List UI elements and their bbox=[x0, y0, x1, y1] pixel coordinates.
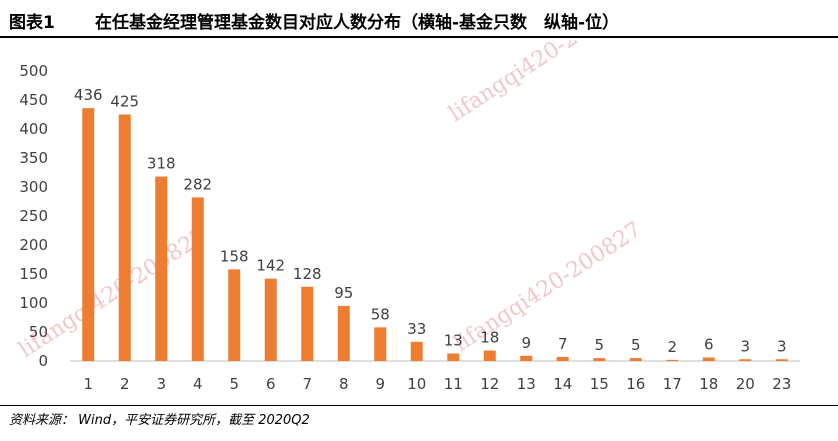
y-tick-label: 250 bbox=[19, 207, 48, 225]
x-tick-label: 3 bbox=[156, 375, 166, 393]
x-tick-label: 11 bbox=[444, 375, 463, 393]
bar bbox=[483, 350, 496, 361]
bar bbox=[739, 359, 752, 361]
y-tick-label: 350 bbox=[19, 149, 48, 167]
bar bbox=[82, 108, 95, 362]
bar bbox=[666, 359, 679, 361]
y-tick-label: 50 bbox=[29, 323, 48, 341]
x-tick-label: 5 bbox=[229, 375, 239, 393]
data-label: 9 bbox=[521, 334, 531, 352]
bar bbox=[374, 327, 387, 361]
y-tick-label: 400 bbox=[19, 120, 48, 138]
x-tick-label: 13 bbox=[517, 375, 536, 393]
bar bbox=[593, 358, 606, 361]
bar-chart: lifangqi420-200827lifangqi420-200827lifa… bbox=[15, 40, 800, 393]
data-label: 33 bbox=[407, 320, 426, 338]
bar bbox=[228, 269, 241, 361]
x-axis: 1 2 3 4 5 6 7 8 9 10 11 12 13 14 15 16 17 18 20 23 bbox=[70, 360, 800, 393]
data-label: 425 bbox=[110, 93, 139, 111]
source-note: 资料来源： Wind，平安证券研究所，截至 2020Q2 bbox=[9, 413, 310, 428]
figure-header: 图表1 在任基金经理管理基金数目对应人数分布（横轴-基金只数 纵轴-位） bbox=[0, 0, 838, 36]
x-tick-label: 12 bbox=[480, 375, 499, 393]
x-tick-label: 9 bbox=[375, 375, 385, 393]
data-label: 158 bbox=[220, 247, 249, 265]
x-tick-label: 20 bbox=[736, 375, 755, 393]
y-tick-label: 150 bbox=[19, 265, 48, 283]
data-label: 3 bbox=[740, 337, 750, 355]
data-label: 5 bbox=[594, 336, 604, 354]
source-divider bbox=[0, 405, 838, 406]
bar bbox=[702, 357, 715, 361]
bar bbox=[410, 341, 423, 361]
data-label: 128 bbox=[293, 265, 322, 283]
chart-title: 在任基金经理管理基金数目对应人数分布（横轴-基金只数 纵轴-位） bbox=[95, 13, 620, 33]
y-tick-label: 0 bbox=[38, 352, 48, 370]
bar bbox=[118, 114, 131, 361]
bar-series bbox=[82, 108, 788, 362]
data-label: 7 bbox=[558, 335, 568, 353]
data-label: 5 bbox=[631, 336, 641, 354]
watermark-text: lifangqi420-200827 bbox=[445, 40, 642, 127]
x-tick-label: 7 bbox=[302, 375, 312, 393]
y-tick-label: 100 bbox=[19, 294, 48, 312]
bar bbox=[337, 305, 350, 361]
x-tick-label: 10 bbox=[407, 375, 426, 393]
x-tick-label: 23 bbox=[772, 375, 791, 393]
x-tick-label: 14 bbox=[553, 375, 572, 393]
x-tick-label: 15 bbox=[590, 375, 609, 393]
y-tick-label: 450 bbox=[19, 91, 48, 109]
x-tick-label: 1 bbox=[83, 375, 93, 393]
watermark-layer: lifangqi420-200827lifangqi420-200827lifa… bbox=[15, 40, 647, 363]
data-label: 2 bbox=[667, 338, 677, 356]
bar bbox=[775, 359, 788, 361]
x-tick-label: 2 bbox=[120, 375, 130, 393]
y-tick-label: 200 bbox=[19, 236, 48, 254]
bar bbox=[301, 286, 314, 361]
data-label: 13 bbox=[444, 331, 463, 349]
data-label: 18 bbox=[480, 329, 499, 347]
y-tick-label: 300 bbox=[19, 178, 48, 196]
bar bbox=[191, 197, 204, 361]
bar bbox=[264, 278, 277, 361]
x-tick-label: 4 bbox=[193, 375, 203, 393]
data-label: 282 bbox=[183, 175, 212, 193]
data-label: 3 bbox=[777, 337, 787, 355]
data-label: 436 bbox=[74, 86, 103, 104]
bar bbox=[629, 358, 642, 361]
x-tick-label: 17 bbox=[663, 375, 682, 393]
x-tick-label: 16 bbox=[626, 375, 645, 393]
bar bbox=[556, 356, 569, 361]
x-tick-label: 8 bbox=[339, 375, 349, 393]
bar bbox=[447, 353, 460, 361]
bar bbox=[520, 355, 533, 361]
data-label: 142 bbox=[256, 257, 285, 275]
y-axis: 0 50 100 150 200 250 300 350 400 450 500 bbox=[19, 62, 48, 370]
x-tick-label: 18 bbox=[699, 375, 718, 393]
data-label: 6 bbox=[704, 336, 714, 354]
data-label: 318 bbox=[147, 155, 176, 173]
figure-label: 图表1 bbox=[9, 13, 55, 33]
x-tick-label: 6 bbox=[266, 375, 276, 393]
data-label: 58 bbox=[371, 305, 390, 323]
data-label: 95 bbox=[334, 284, 353, 302]
bar bbox=[155, 176, 168, 361]
title-divider bbox=[0, 36, 838, 38]
watermark-text: lifangqi420-200827 bbox=[450, 217, 647, 357]
y-tick-label: 500 bbox=[19, 62, 48, 80]
